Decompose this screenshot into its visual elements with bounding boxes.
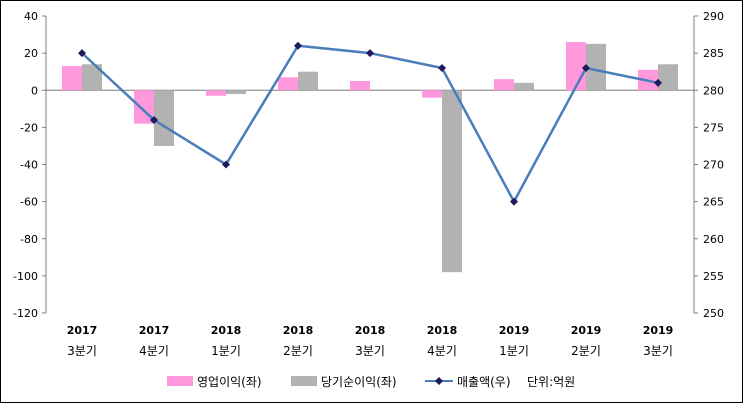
legend-swatch-revenue-marker: [435, 377, 443, 385]
left-tick-label: 40: [24, 10, 38, 23]
bar-operating-profit: [62, 66, 82, 90]
bar-operating-profit: [566, 42, 586, 90]
category-year-label: 2018: [427, 324, 458, 337]
right-tick-label: 290: [703, 10, 724, 23]
legend-swatch-operating-profit: [167, 376, 193, 386]
category-quarter-label: 1분기: [211, 344, 241, 358]
left-tick-label: 20: [24, 47, 38, 60]
category-year-label: 2019: [571, 324, 602, 337]
bar-operating-profit: [422, 90, 442, 97]
bar-net-income: [226, 90, 246, 94]
bar-operating-profit: [278, 77, 298, 90]
bar-net-income: [442, 90, 462, 272]
bar-net-income: [298, 72, 318, 91]
right-tick-label: 275: [703, 121, 724, 134]
legend-label-revenue: 매출액(우): [457, 375, 511, 389]
left-tick-label: -40: [20, 159, 38, 172]
category-quarter-label: 3분기: [67, 344, 97, 358]
legend-label-operating-profit: 영업이익(좌): [197, 375, 262, 389]
left-tick-label: -80: [20, 233, 38, 246]
category-quarter-label: 4분기: [139, 344, 169, 358]
right-tick-label: 250: [703, 307, 724, 320]
category-quarter-label: 1분기: [499, 344, 529, 358]
right-tick-label: 270: [703, 159, 724, 172]
right-tick-label: 260: [703, 233, 724, 246]
category-year-label: 2018: [283, 324, 314, 337]
left-tick-label: -20: [20, 121, 38, 134]
revenue-point: [366, 49, 374, 57]
category-quarter-label: 3분기: [643, 344, 673, 358]
legend-label-net-income: 당기순이익(좌): [321, 375, 397, 389]
right-tick-label: 255: [703, 270, 724, 283]
category-year-label: 2019: [643, 324, 674, 337]
unit-note: 단위:억원: [527, 375, 575, 389]
category-year-label: 2018: [211, 324, 242, 337]
category-quarter-label: 4분기: [427, 344, 457, 358]
right-tick-label: 285: [703, 47, 724, 60]
category-quarter-label: 2분기: [571, 344, 601, 358]
category-quarter-label: 3분기: [355, 344, 385, 358]
bar-operating-profit: [494, 79, 514, 90]
category-year-label: 2018: [355, 324, 386, 337]
legend-swatch-net-income: [291, 376, 317, 386]
category-year-label: 2017: [139, 324, 170, 337]
bar-operating-profit: [206, 90, 226, 96]
bar-net-income: [514, 83, 534, 90]
left-tick-label: -60: [20, 196, 38, 209]
category-year-label: 2017: [67, 324, 98, 337]
bar-operating-profit: [350, 81, 370, 90]
left-tick-label: -100: [13, 270, 38, 283]
category-quarter-label: 2분기: [283, 344, 313, 358]
right-tick-label: 265: [703, 196, 724, 209]
left-tick-label: 0: [31, 84, 38, 97]
bar-net-income: [658, 64, 678, 90]
category-year-label: 2019: [499, 324, 530, 337]
bar-net-income: [154, 90, 174, 146]
right-tick-label: 280: [703, 84, 724, 97]
left-tick-label: -120: [13, 307, 38, 320]
